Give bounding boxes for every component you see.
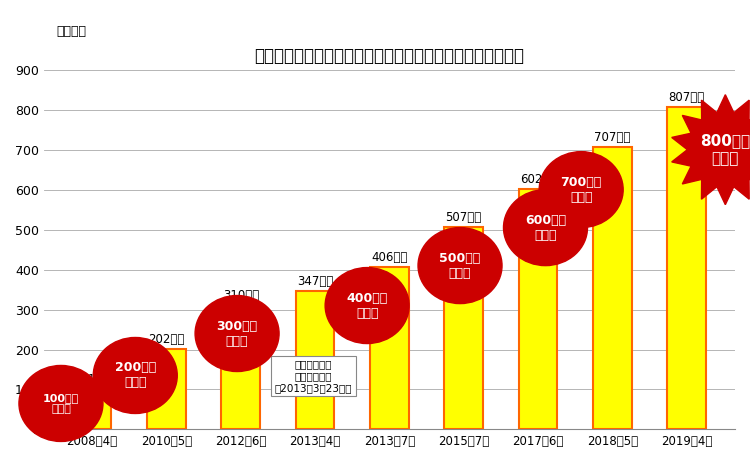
Text: 406万件: 406万件	[371, 251, 407, 264]
Text: 347万件: 347万件	[297, 275, 333, 288]
Bar	[296, 291, 334, 430]
Bar	[593, 147, 632, 430]
Bar	[73, 389, 112, 430]
Bar	[147, 349, 186, 430]
Text: 200万件
突破！: 200万件 突破！	[115, 362, 156, 389]
Text: 202万件: 202万件	[148, 332, 184, 345]
Text: 800万件
突破！: 800万件 突破！	[700, 133, 750, 166]
Text: 全国相互利用
サービス開始
（2013年3月23日）: 全国相互利用 サービス開始 （2013年3月23日）	[275, 359, 352, 393]
Text: 101万件: 101万件	[74, 373, 110, 386]
Text: 602万件: 602万件	[520, 173, 556, 186]
Title: 【１日あたりの交通系電子マネーの最高ご利用件数の推移】: 【１日あたりの交通系電子マネーの最高ご利用件数の推移】	[254, 47, 524, 65]
Bar	[221, 306, 260, 430]
Text: 310万件: 310万件	[223, 289, 259, 302]
Text: （万件）: （万件）	[56, 25, 86, 38]
Text: 700万件
突破！: 700万件 突破！	[560, 175, 602, 204]
Text: 400万件
突破！: 400万件 突破！	[346, 292, 388, 319]
Bar	[668, 107, 706, 430]
Bar	[445, 227, 483, 430]
Text: 600万件
突破！: 600万件 突破！	[525, 213, 566, 242]
Text: 807万件: 807万件	[668, 91, 705, 104]
Bar	[370, 267, 409, 430]
Text: 100万件
突破！: 100万件 突破！	[43, 393, 79, 414]
Bar	[519, 189, 557, 430]
Text: 500万件
突破！: 500万件 突破！	[440, 251, 481, 280]
Text: 507万件: 507万件	[446, 211, 482, 224]
Text: 300万件
突破！: 300万件 突破！	[217, 319, 258, 348]
Text: 707万件: 707万件	[594, 131, 631, 144]
